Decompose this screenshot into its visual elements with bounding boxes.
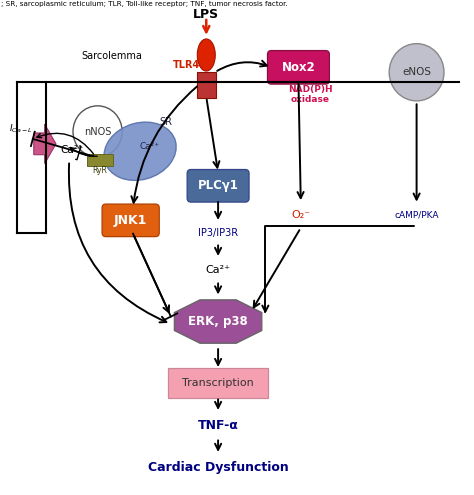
Text: Ca²⁺: Ca²⁺: [139, 142, 160, 151]
FancyBboxPatch shape: [267, 50, 329, 84]
Text: Ca²⁺: Ca²⁺: [60, 145, 83, 155]
Text: PLCγ1: PLCγ1: [198, 179, 238, 192]
Text: Transcription: Transcription: [182, 378, 254, 388]
Text: $I_{Ca-L}$: $I_{Ca-L}$: [9, 123, 33, 135]
FancyBboxPatch shape: [87, 154, 113, 165]
Text: ; SR, sarcoplasmic reticulum; TLR, Toll-like receptor; TNF, tumor necrosis facto: ; SR, sarcoplasmic reticulum; TLR, Toll-…: [0, 0, 287, 7]
Text: nNOS: nNOS: [84, 127, 111, 137]
Text: RyR: RyR: [92, 166, 108, 175]
Text: Ca²⁺: Ca²⁺: [206, 265, 230, 275]
FancyBboxPatch shape: [197, 72, 216, 98]
Text: JNK1: JNK1: [114, 214, 147, 227]
Text: Cardiac Dysfunction: Cardiac Dysfunction: [148, 461, 289, 474]
Text: Nox2: Nox2: [282, 61, 315, 74]
Text: O₂⁻: O₂⁻: [291, 210, 310, 220]
Text: oxidase: oxidase: [291, 95, 330, 104]
Circle shape: [389, 44, 444, 101]
Text: SR: SR: [160, 117, 173, 127]
Ellipse shape: [104, 122, 176, 180]
Text: cAMP/PKA: cAMP/PKA: [394, 211, 439, 220]
Polygon shape: [34, 124, 56, 163]
Text: TLR4: TLR4: [173, 60, 201, 70]
Polygon shape: [174, 300, 262, 343]
Circle shape: [73, 106, 122, 157]
FancyBboxPatch shape: [187, 169, 249, 202]
FancyBboxPatch shape: [168, 368, 268, 398]
Text: Sarcolemma: Sarcolemma: [81, 51, 142, 61]
Text: NAD(P)H: NAD(P)H: [288, 85, 333, 94]
Text: ERK, p38: ERK, p38: [188, 315, 248, 328]
Text: LPS: LPS: [193, 8, 219, 21]
Text: TNF-α: TNF-α: [198, 419, 238, 432]
Text: eNOS: eNOS: [402, 67, 431, 77]
FancyBboxPatch shape: [102, 204, 159, 237]
Ellipse shape: [197, 39, 215, 71]
Text: IP3/IP3R: IP3/IP3R: [198, 228, 238, 238]
